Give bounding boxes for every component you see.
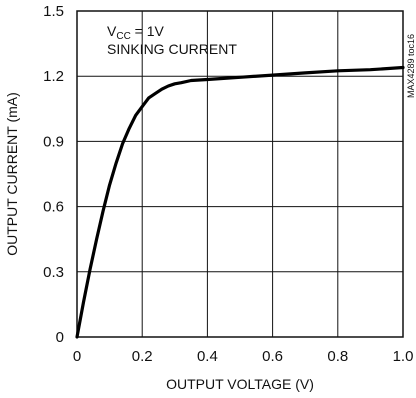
y-tick-label: 0.9 (43, 133, 64, 150)
y-tick-label: 1.5 (43, 3, 64, 20)
annotation: VCC = 1V SINKING CURRENT (107, 23, 237, 57)
y-axis-title: OUTPUT CURRENT (mA) (4, 92, 20, 256)
x-tick-label: 1.0 (393, 348, 414, 365)
x-tick-label: 0 (73, 348, 81, 365)
x-axis-title: OUTPUT VOLTAGE (V) (166, 376, 314, 392)
y-tick-label: 0.3 (43, 264, 64, 281)
x-tick-labels: 0 0.2 0.4 0.6 0.8 1.0 (73, 348, 414, 365)
plot-frame (76, 10, 404, 338)
y-tick-label: 0 (56, 329, 64, 346)
x-tick-label: 0.4 (197, 348, 218, 365)
annotation-vcc: VCC = 1V (107, 23, 165, 42)
x-tick-label: 0.8 (327, 348, 348, 365)
y-tick-label: 0.6 (43, 199, 64, 216)
x-tick-label: 0.2 (132, 348, 153, 365)
x-tick-label: 0.6 (262, 348, 283, 365)
y-tick-label: 1.2 (43, 68, 64, 85)
annotation-sinking-current: SINKING CURRENT (107, 41, 237, 57)
series-line (75, 65, 405, 339)
part-number-note: MAX4289 toc16 (406, 34, 416, 98)
grid-lines (77, 11, 403, 337)
y-tick-labels: 0 0.3 0.6 0.9 1.2 1.5 (43, 3, 64, 346)
